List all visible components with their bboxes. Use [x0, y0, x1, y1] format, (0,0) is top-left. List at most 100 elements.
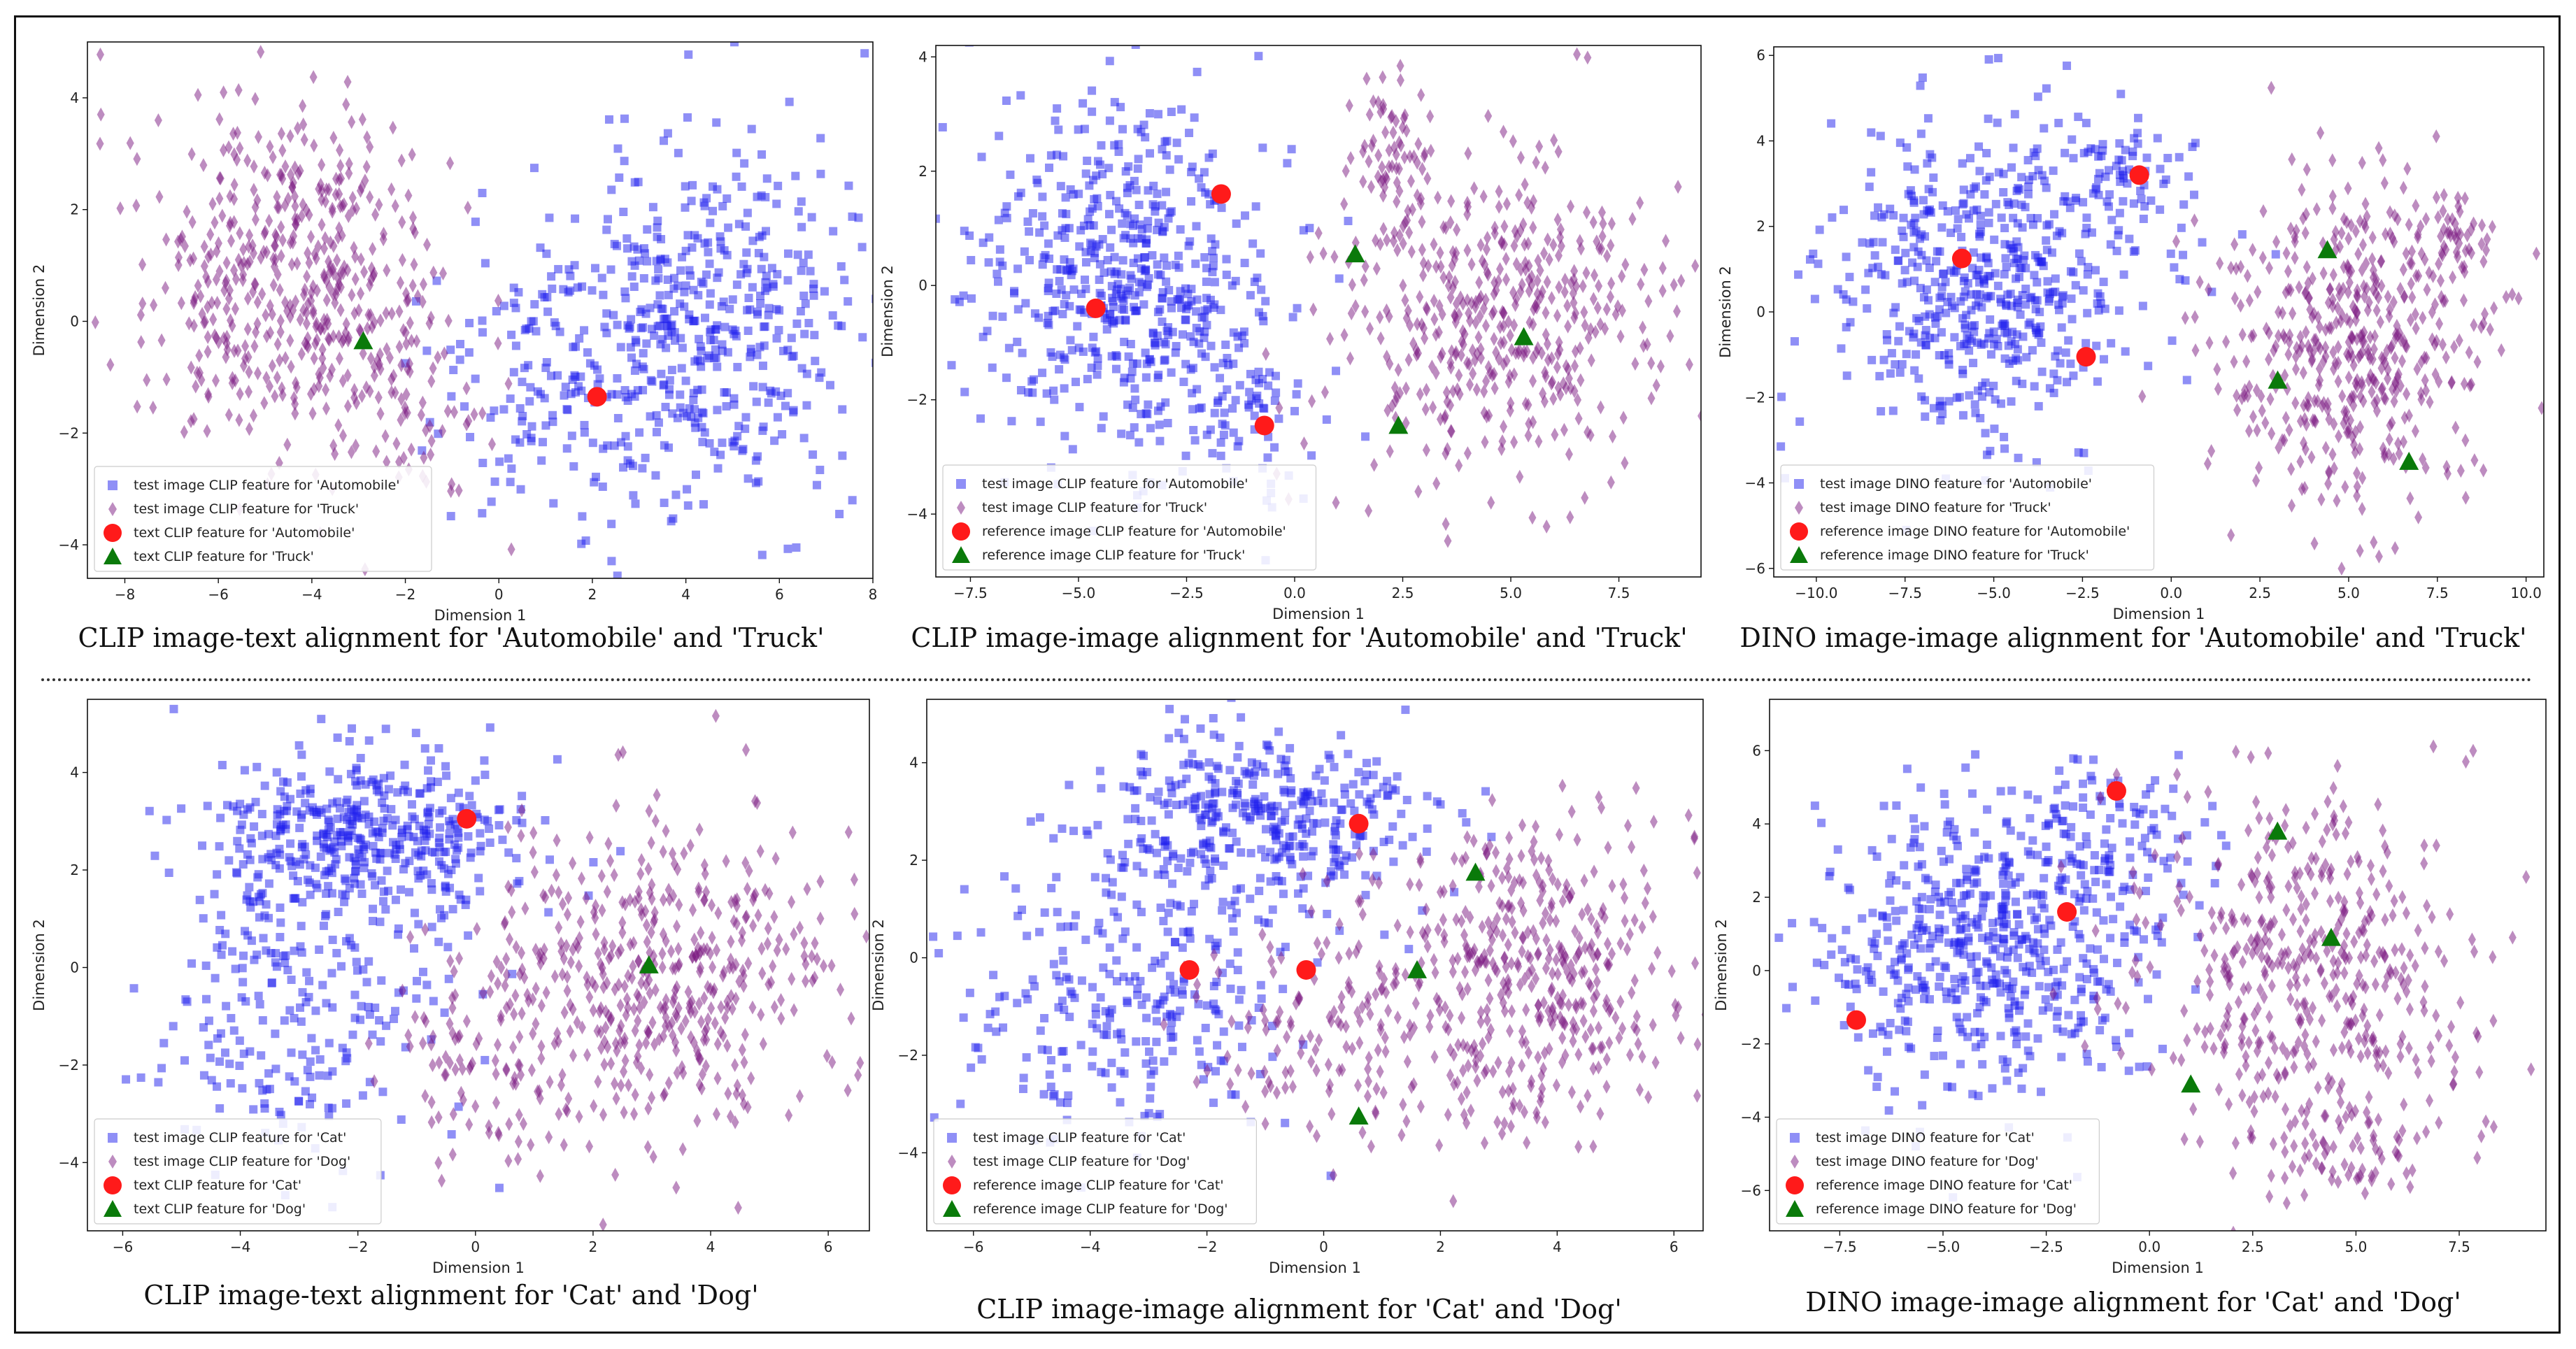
scatter-point-square	[1202, 277, 1211, 286]
scatter-point-diamond	[1652, 378, 1660, 393]
scatter-point-square	[1254, 52, 1263, 61]
scatter-point-square	[2030, 271, 2039, 280]
scatter-point-diamond	[553, 833, 561, 848]
scatter-point-square	[1193, 295, 1202, 304]
scatter-point-diamond	[2413, 362, 2421, 376]
scatter-point-diamond	[695, 885, 703, 899]
scatter-point-square	[796, 307, 805, 316]
scatter-point-square	[1176, 287, 1185, 296]
scatter-point-square	[1937, 223, 1947, 232]
scatter-point-diamond	[1500, 219, 1509, 234]
scatter-point-diamond	[1395, 162, 1403, 176]
scatter-point-diamond	[2477, 236, 2486, 251]
scatter-point-square	[976, 414, 985, 423]
scatter-point-square	[603, 215, 612, 224]
scatter-point-square	[1046, 151, 1055, 160]
scatter-point-square	[322, 830, 331, 839]
scatter-point-square	[1974, 142, 1984, 151]
scatter-point-diamond	[2384, 371, 2392, 386]
scatter-point-square	[2017, 173, 2026, 182]
scatter-point-square	[1999, 169, 2008, 178]
scatter-point-diamond	[318, 351, 327, 366]
y-tick-label: −4	[59, 1154, 79, 1171]
scatter-point-diamond	[2330, 417, 2338, 431]
scatter-point-square	[621, 294, 630, 303]
scatter-point-square	[2119, 270, 2128, 279]
scatter-point-diamond	[287, 359, 295, 374]
scatter-point-diamond	[180, 424, 188, 439]
scatter-point-square	[1369, 810, 1379, 819]
scatter-point-square	[1141, 348, 1150, 357]
scatter-point-diamond	[1554, 144, 1563, 159]
scatter-point-diamond	[1673, 304, 1681, 319]
scatter-point-square	[2079, 198, 2088, 207]
scatter-point-diamond	[1685, 357, 1693, 372]
scatter-point-square	[714, 268, 723, 277]
scatter-point-square	[307, 1034, 316, 1043]
scatter-point-square	[2033, 278, 2042, 287]
scatter-point-diamond	[618, 895, 627, 910]
scatter-point-square	[365, 1010, 374, 1019]
scatter-point-diamond	[1374, 148, 1383, 163]
scatter-point-square	[254, 870, 263, 879]
scatter-point-square	[1200, 168, 1209, 177]
scatter-point-square	[415, 822, 424, 831]
scatter-point-square	[2061, 148, 2070, 157]
scatter-point-diamond	[2344, 370, 2353, 385]
scatter-point-square	[244, 1266, 252, 1274]
scatter-point-diamond	[183, 204, 191, 219]
scatter-point-square	[2133, 139, 2142, 148]
scatter-point-square	[225, 856, 234, 865]
scatter-point-square	[613, 320, 622, 329]
scatter-point-square	[490, 406, 499, 415]
scatter-point-square	[631, 499, 640, 508]
scatter-point-diamond	[583, 970, 591, 985]
scatter-point-square	[705, 259, 714, 269]
scatter-point-square	[2082, 213, 2091, 222]
scatter-point-square	[747, 124, 756, 134]
scatter-point-square	[199, 1071, 208, 1080]
scatter-point-diamond	[1602, 302, 1611, 317]
scatter-point-square	[1221, 341, 1230, 350]
scatter-point-diamond	[2343, 425, 2351, 440]
scatter-point-diamond	[2205, 336, 2214, 350]
scatter-point-square	[1172, 138, 1181, 148]
scatter-point-diamond	[575, 931, 583, 945]
scatter-point-square	[2066, 359, 2075, 369]
scatter-point-diamond	[2301, 442, 2310, 457]
scatter-point-square	[1935, 305, 1944, 314]
scatter-point-square	[1937, 328, 1946, 337]
scatter-point-diamond	[402, 387, 411, 401]
scatter-point-square	[1909, 198, 1919, 207]
scatter-point-diamond	[1538, 284, 1546, 299]
scatter-point-diamond	[1379, 70, 1387, 85]
scatter-point-square	[562, 444, 571, 453]
scatter-point-diamond	[491, 1053, 499, 1068]
scatter-point-diamond	[372, 444, 380, 459]
scatter-point-diamond	[2396, 282, 2405, 297]
scatter-point-diamond	[281, 159, 290, 174]
scatter-point-square	[1967, 306, 1976, 315]
scatter-point-diamond	[674, 941, 683, 956]
scatter-point-diamond	[368, 320, 376, 334]
scatter-point-square	[660, 255, 669, 264]
scatter-point-diamond	[291, 199, 299, 213]
scatter-point-diamond	[2412, 321, 2420, 336]
scatter-point-diamond	[1570, 296, 1578, 311]
scatter-point-square	[1288, 313, 1297, 322]
scatter-point-square	[492, 307, 501, 316]
scatter-point-square	[2009, 29, 2017, 37]
scatter-point-diamond	[1386, 357, 1394, 371]
scatter-point-diamond	[575, 959, 583, 973]
scatter-point-diamond	[2395, 446, 2403, 461]
x-tick-label: 10.0	[2510, 585, 2542, 601]
scatter-point-diamond	[585, 990, 594, 1004]
scatter-point-square	[1487, 832, 1496, 841]
scatter-point-square	[267, 978, 276, 987]
scatter-point-diamond	[2380, 176, 2389, 190]
x-tick-label: 2	[588, 586, 597, 603]
scatter-point-diamond	[529, 845, 537, 860]
scatter-point-diamond	[376, 406, 385, 421]
scatter-point-square	[427, 885, 436, 894]
scatter-point-diamond	[1619, 411, 1628, 425]
